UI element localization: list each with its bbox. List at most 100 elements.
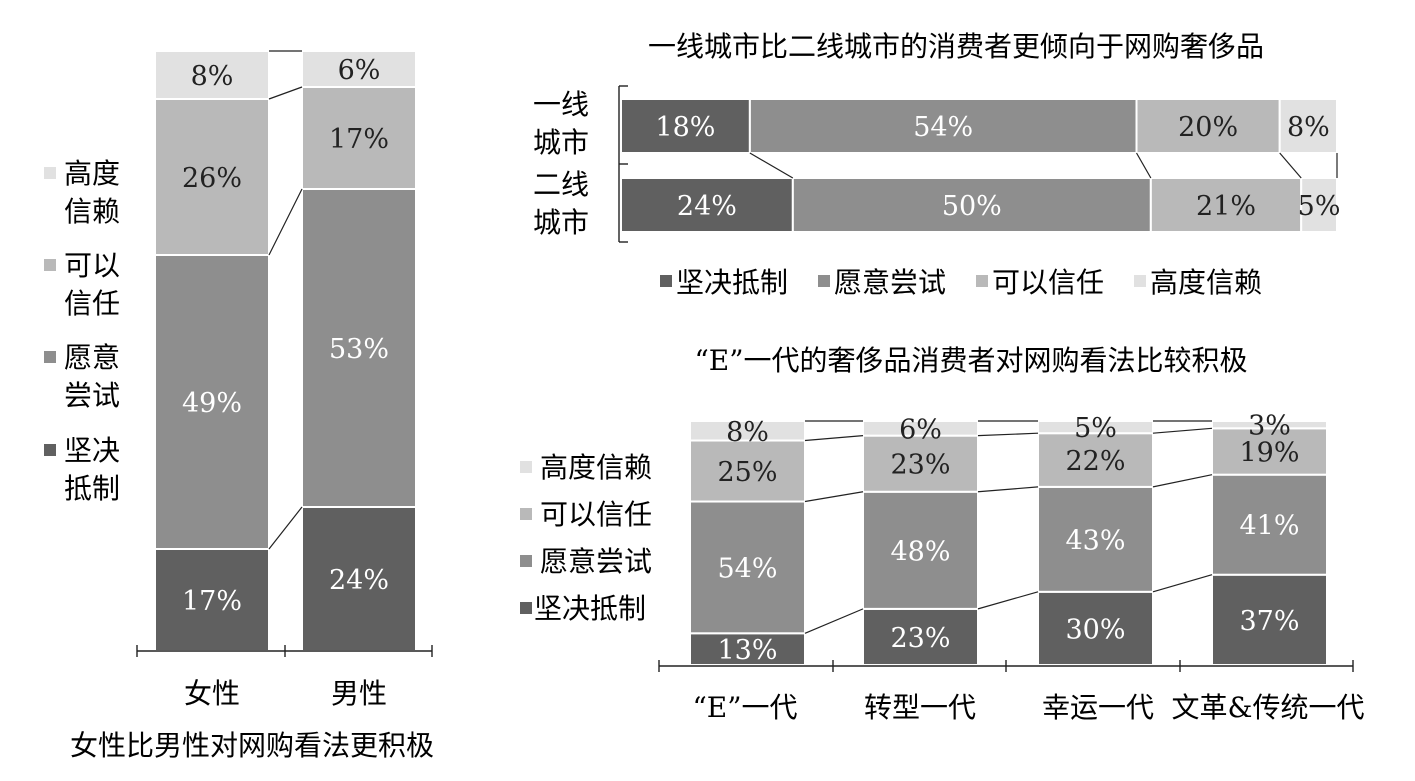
legend-swatch-trust bbox=[976, 275, 988, 287]
data-label: 43% bbox=[1065, 525, 1125, 556]
legend-swatch-try bbox=[818, 275, 830, 287]
connector-line bbox=[268, 188, 303, 256]
connector-line bbox=[977, 486, 1039, 493]
data-label: 24% bbox=[677, 191, 737, 222]
bar-segment-try-3 bbox=[1211, 473, 1328, 576]
bar-segment-trust-0 bbox=[1135, 98, 1281, 154]
legend-label: 愿意尝试 bbox=[540, 545, 652, 578]
data-label: 50% bbox=[942, 191, 1002, 222]
y-tick-label: 二线 bbox=[533, 168, 589, 201]
y-tick-label: 城市 bbox=[533, 126, 589, 159]
legend-label: 愿意 bbox=[64, 341, 120, 374]
legend-label: 坚决抵制 bbox=[676, 266, 788, 299]
data-label: 17% bbox=[329, 124, 389, 155]
data-label: 13% bbox=[717, 635, 777, 666]
legend-swatch-high bbox=[1134, 275, 1146, 287]
data-label: 54% bbox=[717, 553, 777, 584]
data-label: 8% bbox=[726, 417, 769, 448]
chart-title-gender: 女性比男性对网购看法更积极 bbox=[70, 729, 434, 762]
legend-label: 坚决 bbox=[64, 434, 120, 467]
data-label: 53% bbox=[329, 334, 389, 365]
connector-line bbox=[804, 491, 864, 503]
bar-segment-resist-3 bbox=[1211, 573, 1328, 666]
data-label: 6% bbox=[899, 414, 942, 445]
connector-line bbox=[804, 608, 864, 634]
x-tick-label: 幸运一代 bbox=[1042, 691, 1154, 724]
bar-segment-resist-0 bbox=[154, 548, 270, 652]
bar-segment-high-3 bbox=[1211, 420, 1328, 430]
legend-label: 坚决抵制 bbox=[534, 592, 646, 625]
connector-line bbox=[1152, 474, 1213, 488]
bar-segment-resist-1 bbox=[620, 177, 794, 233]
legend-swatch-resist bbox=[520, 602, 532, 614]
y-tick-label: 城市 bbox=[533, 206, 589, 239]
legend-swatch-resist bbox=[44, 444, 56, 456]
bar-segment-resist-1 bbox=[862, 607, 979, 667]
data-label: 49% bbox=[182, 388, 242, 419]
data-label: 37% bbox=[1239, 606, 1299, 637]
connector-line bbox=[268, 506, 303, 550]
bar-segment-trust-2 bbox=[1037, 432, 1154, 488]
legend-label: 高度信赖 bbox=[1150, 266, 1262, 299]
data-label: 25% bbox=[717, 457, 777, 488]
legend-swatch-resist bbox=[660, 275, 672, 287]
data-label: 21% bbox=[1196, 191, 1256, 222]
bar-segment-resist-0 bbox=[620, 98, 751, 154]
legend-label: 可以信任 bbox=[540, 498, 652, 531]
data-label: 41% bbox=[1239, 511, 1299, 542]
bar-segment-resist-0 bbox=[689, 632, 806, 667]
connector-line bbox=[1279, 152, 1302, 179]
generation-chart: 13% 54% 25% 8% 23% 48% 23% 6% 30% 43% 22%5% 37% 41% 1… bbox=[520, 411, 1364, 724]
legend-swatch-high bbox=[44, 167, 56, 179]
legend-swatch-try bbox=[520, 555, 532, 567]
connector-line bbox=[268, 86, 303, 100]
bar-segment-high-0 bbox=[689, 420, 806, 442]
bar-segment-trust-3 bbox=[1211, 427, 1328, 476]
connector-line bbox=[804, 435, 864, 442]
chart-title-generation: “E”一代的奢侈品消费者对网购看法比较积极 bbox=[694, 344, 1247, 377]
x-tick-label: 女性 bbox=[184, 677, 240, 710]
chart-title-city: 一线城市比二线城市的消费者更倾向于网购奢侈品 bbox=[648, 30, 1264, 63]
legend-label: 可以信任 bbox=[992, 266, 1104, 299]
data-label: 17% bbox=[182, 586, 242, 617]
x-tick-label: “E”一代 bbox=[692, 691, 797, 724]
connector-line bbox=[1135, 152, 1152, 179]
bar-segment-high-2 bbox=[1037, 420, 1154, 435]
bar-segment-high-1 bbox=[301, 50, 417, 88]
legend-label: 抵制 bbox=[64, 472, 120, 505]
bar-segment-trust-1 bbox=[1149, 177, 1303, 233]
bar-segment-resist-2 bbox=[1037, 590, 1154, 666]
data-label: 8% bbox=[191, 61, 234, 92]
data-label: 48% bbox=[890, 536, 950, 567]
bar-segment-trust-1 bbox=[301, 86, 417, 190]
legend-label: 可以 bbox=[64, 249, 120, 282]
legend-label: 信任 bbox=[64, 287, 120, 320]
connector-line bbox=[1152, 427, 1213, 434]
data-label: 22% bbox=[1065, 446, 1125, 477]
bar-segment-trust-1 bbox=[862, 434, 979, 493]
data-label: 23% bbox=[890, 450, 950, 481]
connector-line bbox=[977, 432, 1039, 437]
x-tick-label: 文革&传统一代 bbox=[1172, 691, 1365, 724]
bar-segment-high-0 bbox=[154, 50, 270, 100]
data-label: 5% bbox=[1298, 191, 1341, 222]
data-label: 23% bbox=[890, 623, 950, 654]
connector-line bbox=[1152, 574, 1213, 593]
data-label: 3% bbox=[1248, 411, 1291, 442]
legend-swatch-try bbox=[44, 351, 56, 363]
data-label: 54% bbox=[913, 112, 973, 143]
legend-swatch-trust bbox=[520, 508, 532, 520]
legend-label: 高度信赖 bbox=[540, 451, 652, 484]
data-label: 26% bbox=[182, 163, 242, 194]
connector-line bbox=[977, 591, 1039, 610]
bar-segment-try-0 bbox=[154, 254, 270, 550]
legend-label: 高度 bbox=[64, 157, 120, 190]
connector-line bbox=[749, 152, 794, 179]
legend-label: 愿意尝试 bbox=[834, 266, 946, 299]
data-label: 24% bbox=[329, 565, 389, 596]
x-tick-label: 男性 bbox=[331, 677, 387, 710]
x-tick-label: 转型一代 bbox=[864, 691, 976, 724]
data-label: 18% bbox=[655, 112, 715, 143]
